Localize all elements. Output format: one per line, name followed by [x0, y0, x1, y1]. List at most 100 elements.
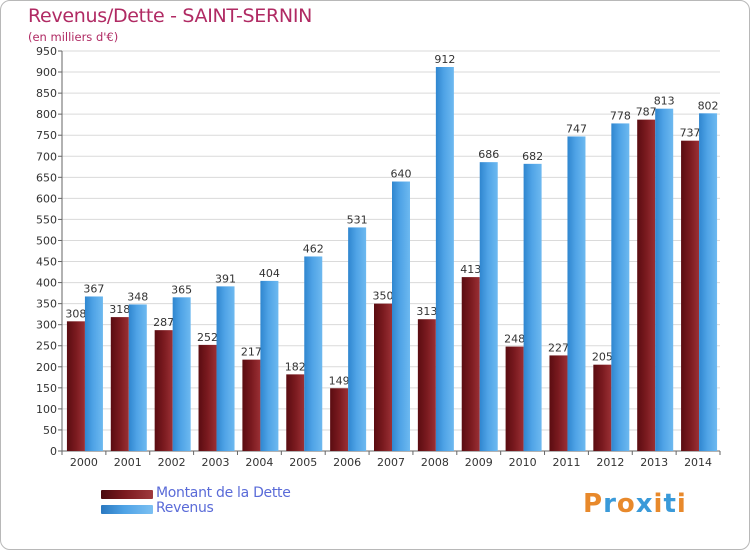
- y-tick-label: 800: [36, 108, 57, 121]
- y-tick-label: 300: [36, 319, 57, 332]
- bar-dette: [154, 330, 173, 451]
- logo-letter: i: [676, 489, 687, 519]
- bar-dette: [593, 364, 612, 451]
- logo-letter: r: [603, 489, 617, 519]
- bar-dette: [549, 355, 568, 451]
- bar-revenus: [392, 181, 410, 452]
- data-label: 348: [127, 290, 148, 303]
- y-tick-label: 350: [36, 298, 57, 311]
- bar-revenus: [84, 296, 103, 451]
- y-tick-label: 750: [36, 129, 57, 142]
- chart-subtitle: (en milliers d'€): [28, 30, 119, 44]
- data-label: 462: [303, 242, 324, 255]
- data-label: 308: [65, 307, 86, 320]
- bar-revenus: [611, 123, 630, 451]
- bar-dette: [374, 303, 392, 451]
- legend-swatch-dette: [101, 490, 153, 499]
- data-label: 318: [109, 303, 130, 316]
- data-label: 640: [391, 168, 412, 181]
- logo-letter: o: [616, 489, 636, 519]
- bar-dette: [286, 374, 305, 451]
- data-label: 252: [197, 331, 218, 344]
- y-tick-label: 100: [36, 403, 57, 416]
- bar-dette: [242, 359, 261, 451]
- bar-revenus: [479, 162, 498, 451]
- x-tick-label: 2001: [114, 456, 142, 469]
- data-label: 205: [592, 351, 613, 364]
- data-label: 787: [636, 106, 657, 119]
- logo-letter: t: [663, 489, 677, 519]
- data-label: 778: [610, 109, 631, 122]
- y-tick-label: 50: [43, 424, 57, 437]
- x-tick-label: 2007: [377, 456, 405, 469]
- bar-revenus: [348, 227, 367, 451]
- bar-dette: [637, 119, 656, 451]
- y-tick-label: 400: [36, 277, 57, 290]
- data-label: 747: [566, 122, 587, 135]
- bar-revenus: [567, 136, 586, 451]
- bar-revenus: [172, 297, 191, 451]
- bar-dette: [66, 321, 85, 451]
- y-tick-label: 600: [36, 192, 57, 205]
- bar-dette: [681, 140, 700, 451]
- y-tick-label: 650: [36, 171, 57, 184]
- data-label: 531: [347, 213, 368, 226]
- data-label: 391: [215, 272, 236, 285]
- data-label: 813: [654, 95, 675, 108]
- bar-dette: [198, 344, 217, 451]
- y-tick-label: 950: [36, 45, 57, 58]
- bar-revenus: [435, 67, 454, 451]
- y-tick-label: 450: [36, 256, 57, 269]
- y-tick-label: 850: [36, 87, 57, 100]
- data-label: 217: [241, 346, 262, 359]
- bar-revenus: [216, 286, 235, 451]
- x-tick-label: 2012: [596, 456, 624, 469]
- data-label: 682: [522, 150, 543, 163]
- logo-letter: P: [583, 489, 604, 519]
- y-tick-label: 550: [36, 213, 57, 226]
- y-tick-label: 500: [36, 234, 57, 247]
- x-tick-label: 2011: [552, 456, 580, 469]
- y-tick-label: 200: [36, 361, 57, 374]
- x-tick-label: 2014: [684, 456, 712, 469]
- data-label: 367: [83, 282, 104, 295]
- bar-dette: [461, 277, 480, 451]
- data-label: 182: [285, 360, 306, 373]
- bar-dette: [110, 317, 129, 451]
- bar-revenus: [523, 163, 542, 451]
- chart-title: Revenus/Dette - SAINT-SERNIN: [28, 5, 313, 27]
- x-tick-label: 2008: [421, 456, 449, 469]
- bar-dette: [505, 346, 524, 451]
- legend-swatch-revenus: [101, 505, 153, 514]
- logo-letter: i: [653, 489, 664, 519]
- logo-letter: x: [635, 489, 654, 519]
- data-label: 287: [153, 316, 174, 329]
- x-tick-label: 2004: [245, 456, 273, 469]
- bar-revenus: [699, 113, 718, 451]
- data-label: 686: [478, 148, 499, 161]
- bar-dette: [417, 319, 436, 451]
- x-tick-label: 2006: [333, 456, 361, 469]
- bar-revenus: [128, 304, 147, 451]
- data-label: 802: [698, 99, 719, 112]
- x-tick-label: 2002: [158, 456, 186, 469]
- data-label: 737: [680, 127, 701, 140]
- x-tick-label: 2010: [509, 456, 537, 469]
- proxiti-logo: Proxiti: [583, 489, 687, 519]
- data-label: 248: [504, 333, 525, 346]
- y-tick-label: 900: [36, 66, 57, 79]
- x-tick-label: 2000: [70, 456, 98, 469]
- bar-revenus: [260, 280, 279, 451]
- data-label: 404: [259, 267, 280, 280]
- bar-dette: [330, 388, 349, 451]
- y-tick-label: 700: [36, 150, 57, 163]
- data-label: 350: [373, 290, 394, 303]
- bar-revenus: [304, 256, 323, 451]
- data-label: 365: [171, 283, 192, 296]
- data-label: 227: [548, 341, 569, 354]
- x-tick-label: 2003: [202, 456, 230, 469]
- x-tick-label: 2009: [465, 456, 493, 469]
- data-label: 413: [460, 263, 481, 276]
